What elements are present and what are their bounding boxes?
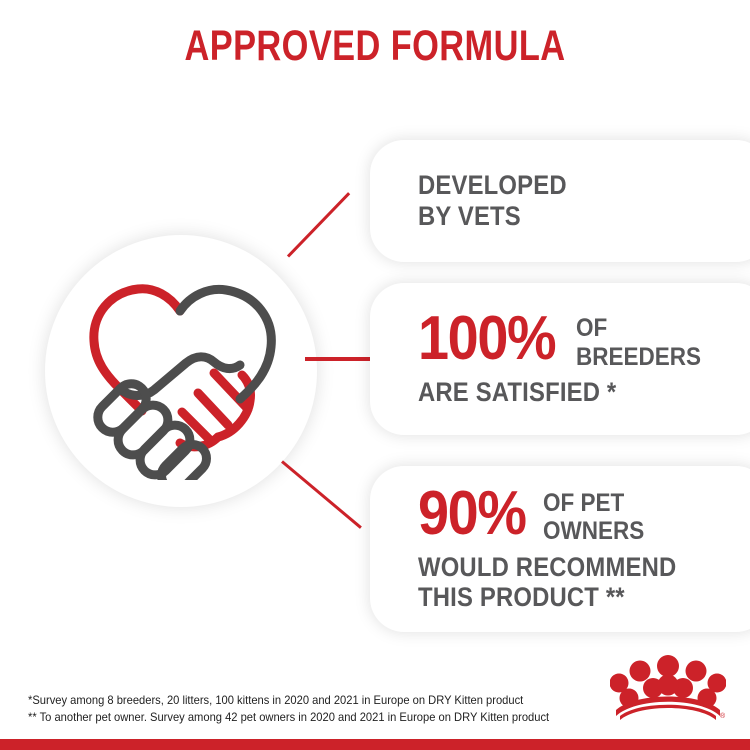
page-title: APPROVED FORMULA [184, 22, 566, 70]
connector-line-breeders [305, 357, 377, 361]
benefit-breeders-suffix-line1: OF [575, 314, 607, 343]
benefit-owners-suffix-line1: OF PET [542, 489, 624, 518]
footnote-line-2: ** To another pet owner. Survey among 42… [28, 709, 550, 724]
benefit-owners-sub-line2: THIS PRODUCT ** [418, 582, 625, 613]
connector-line-owners [281, 460, 362, 529]
benefit-breeders-percent: 100% [418, 304, 557, 374]
benefit-owners-headline: 90% OF PET OWNERS [418, 479, 750, 549]
benefit-owners-suffix-line2: OWNERS [542, 517, 644, 546]
royal-canin-crown-logo: ® [610, 655, 726, 720]
benefit-breeders-suffix-line2: BREEDERS [575, 342, 701, 371]
handshake-heart-icon [89, 284, 276, 480]
benefit-card-developed-by-vets: DEVELOPED BY VETS [370, 140, 750, 262]
registered-mark: ® [720, 712, 726, 720]
benefit-breeders-suffix: OF BREEDERS [576, 314, 701, 371]
benefit-owners-sub-line1: WOULD RECOMMEND [418, 551, 677, 582]
connector-line-vets [286, 192, 351, 258]
benefit-vets-line1: DEVELOPED [418, 170, 567, 201]
benefit-card-breeders-satisfied: 100% OF BREEDERS ARE SATISFIED * [370, 283, 750, 435]
benefit-card-owners-recommend: 90% OF PET OWNERS WOULD RECOMMEND THIS P… [370, 466, 750, 632]
benefit-breeders-headline: 100% OF BREEDERS [418, 304, 750, 374]
benefit-owners-percent: 90% [418, 479, 527, 549]
footnote-line-1: *Survey among 8 breeders, 20 litters, 10… [28, 692, 524, 707]
benefit-owners-suffix: OF PET OWNERS [543, 489, 644, 546]
benefit-breeders-sub: ARE SATISFIED * [418, 376, 617, 407]
benefit-vets-line2: BY VETS [418, 201, 521, 231]
footnotes: *Survey among 8 breeders, 20 litters, 10… [28, 692, 549, 726]
bottom-accent-bar [0, 739, 750, 750]
